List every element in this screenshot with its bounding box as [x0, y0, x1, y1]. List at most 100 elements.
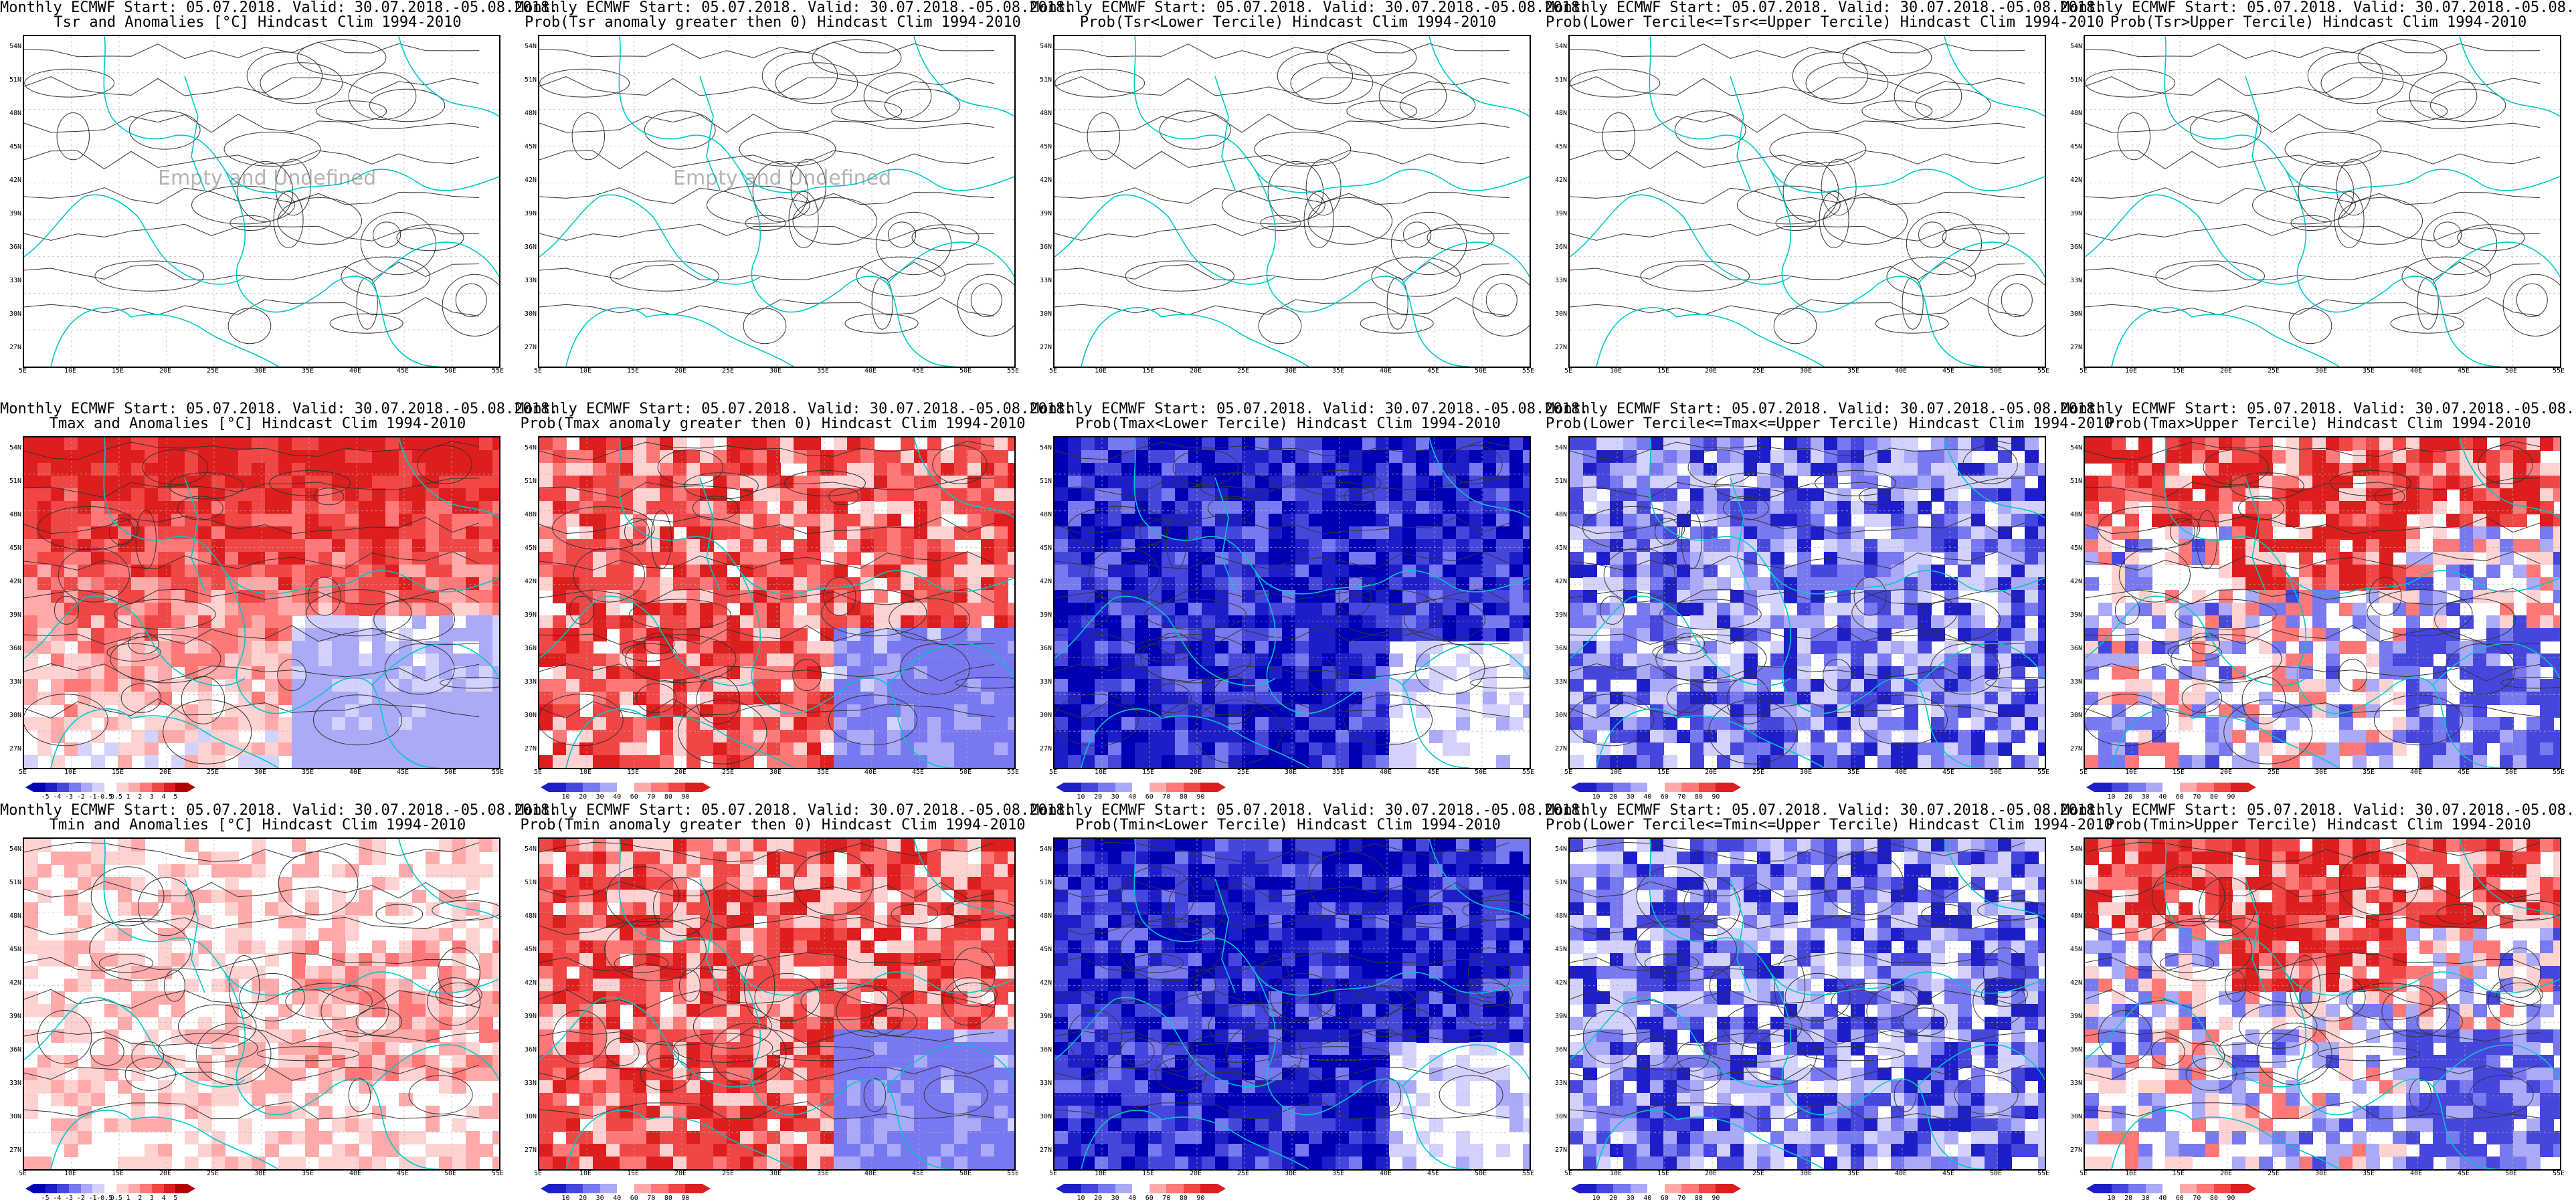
shaded-cell	[1583, 565, 1597, 578]
isotherm-contour	[1823, 197, 1908, 245]
latitude-label: 54N	[1554, 43, 1567, 50]
isotherm-contour	[622, 643, 676, 662]
shaded-cell	[1349, 742, 1363, 756]
shaded-cell	[145, 437, 159, 451]
shaded-cell	[1068, 501, 1082, 514]
shaded-cell	[1523, 552, 1530, 565]
shaded-cell	[118, 692, 132, 705]
shaded-cell	[1931, 437, 1945, 451]
isotherm-contour	[539, 187, 995, 205]
shaded-cell	[64, 742, 78, 756]
shaded-cell	[225, 577, 239, 591]
isotherm-contour	[2401, 256, 2492, 297]
shaded-cell	[2152, 514, 2166, 527]
shaded-cell	[225, 679, 239, 692]
shaded-cell	[2125, 463, 2139, 476]
shaded-cell	[981, 552, 995, 565]
shaded-cell	[1650, 450, 1664, 464]
shaded-cell	[2406, 463, 2420, 476]
shaded-cell	[2165, 450, 2179, 464]
shaded-cell	[807, 450, 821, 464]
shaded-cell	[2339, 463, 2353, 476]
shaded-cell	[2526, 450, 2541, 464]
shaded-cell	[359, 704, 373, 718]
shaded-cell	[2339, 501, 2353, 514]
shaded-cell	[78, 603, 92, 616]
shaded-cell	[780, 654, 794, 667]
isotherm-contour	[2421, 211, 2498, 276]
shaded-cell	[145, 717, 159, 730]
shaded-cell	[2339, 603, 2353, 616]
shaded-cell	[2085, 526, 2099, 540]
longitude-label: 25E	[721, 367, 735, 375]
shaded-cell	[2366, 628, 2380, 641]
colorbar-segment	[651, 783, 669, 792]
shaded-cell	[359, 577, 373, 591]
isotherm-contour	[1193, 699, 1283, 765]
isotherm-contour	[1159, 110, 1231, 150]
shaded-cell	[1811, 514, 1825, 527]
shaded-cell	[1690, 539, 1704, 553]
shaded-cell	[2326, 565, 2340, 578]
shaded-cell	[1121, 755, 1135, 768]
isotherm-contour	[1054, 588, 1510, 605]
coastline-line	[2385, 276, 2500, 367]
shaded-cell	[860, 755, 875, 768]
shaded-cell	[660, 463, 674, 476]
shaded-cell	[198, 755, 212, 768]
longitude-label: 40E	[1894, 367, 1908, 375]
shaded-cell	[807, 730, 821, 743]
shaded-cell	[1081, 628, 1095, 641]
shaded-cell	[1944, 755, 1958, 768]
panel-title-line2: Prob(Tmax anomaly greater then 0) Hindca…	[520, 415, 1026, 432]
shaded-cell	[553, 577, 567, 591]
shaded-cell	[1362, 603, 1376, 616]
shaded-cell	[2406, 488, 2420, 502]
shaded-cell	[426, 539, 440, 553]
shaded-cell	[606, 476, 620, 489]
shaded-cell	[359, 742, 373, 756]
shaded-cell	[2205, 552, 2219, 565]
shaded-cell	[1376, 755, 1390, 768]
shaded-cell	[1931, 526, 1945, 540]
shaded-cell	[1008, 565, 1014, 578]
shaded-cell	[2540, 692, 2554, 705]
shaded-cell	[1255, 755, 1269, 768]
shaded-cell	[740, 755, 754, 768]
shaded-cell	[2232, 615, 2246, 629]
shaded-cell	[1704, 437, 1718, 451]
shaded-cell	[252, 437, 266, 451]
isotherm-contour	[2085, 262, 2541, 280]
shaded-cell	[901, 692, 915, 705]
shaded-cell	[2326, 742, 2340, 756]
shaded-cell	[2419, 679, 2433, 692]
shaded-cell	[1362, 488, 1376, 502]
shaded-cell	[686, 742, 701, 756]
shaded-cell	[211, 603, 225, 616]
isotherm-contour	[1054, 625, 1510, 645]
shaded-cell	[1864, 539, 1878, 553]
shaded-cell	[901, 488, 915, 502]
shaded-cell	[51, 755, 65, 768]
shaded-cell	[2011, 437, 2025, 451]
shaded-cell	[2272, 666, 2286, 680]
coastline-line	[646, 715, 794, 768]
shaded-cell	[198, 603, 212, 616]
shaded-cell	[1483, 628, 1497, 641]
shaded-cell	[1362, 552, 1376, 565]
longitude-label: 55E	[1522, 367, 1535, 375]
isotherm-contour	[1914, 88, 1991, 122]
shaded-cell	[265, 666, 279, 680]
shaded-cell	[1429, 463, 1443, 476]
shaded-cell	[834, 742, 848, 756]
shaded-cell	[1744, 514, 1758, 527]
shaded-cell	[2192, 501, 2206, 514]
isotherm-contour	[135, 510, 157, 570]
shaded-cell	[1362, 450, 1376, 464]
shaded-cell	[1456, 603, 1470, 616]
shaded-cell	[2526, 641, 2541, 654]
shaded-cell	[1108, 742, 1122, 756]
shaded-cell	[1175, 437, 1189, 451]
shaded-cell	[158, 552, 172, 565]
colorbar-tick-label: 4	[161, 793, 166, 801]
